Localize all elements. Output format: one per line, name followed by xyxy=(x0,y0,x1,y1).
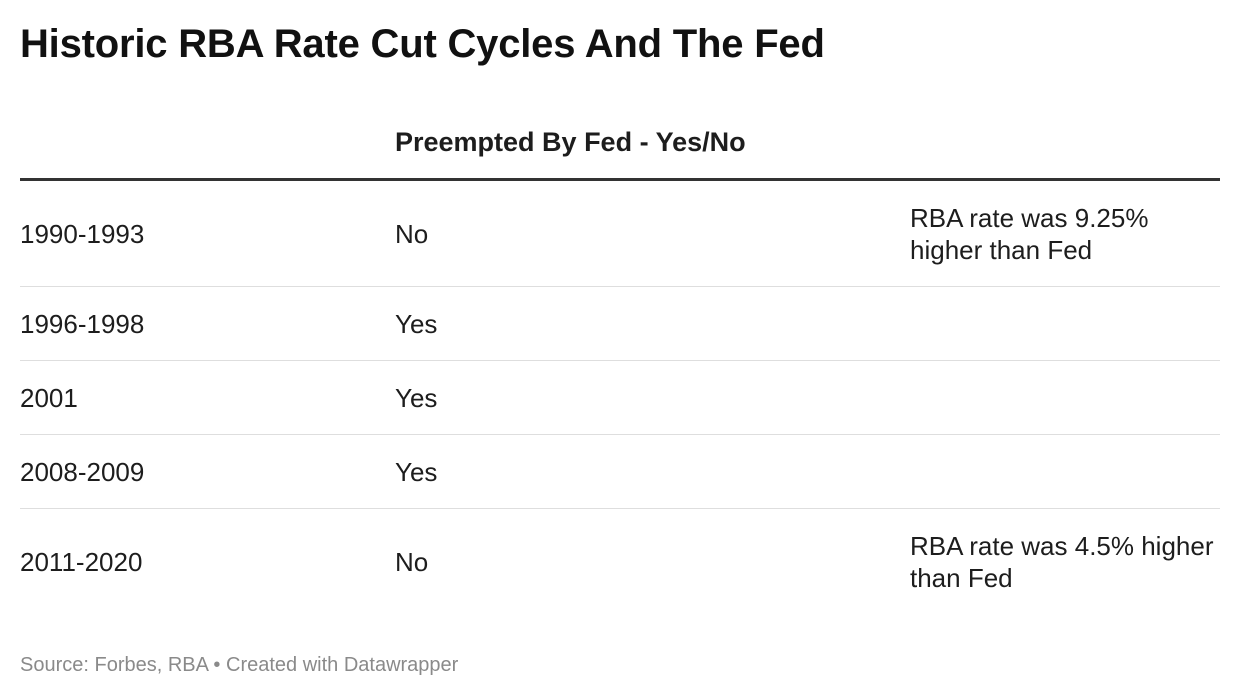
note-cell xyxy=(910,361,1220,434)
data-table: Preempted By Fed - Yes/No 1990-1993 No R… xyxy=(20,110,1220,615)
cycle-cell: 1996-1998 xyxy=(20,308,145,339)
cycle-cell: 2011-2020 xyxy=(20,547,143,577)
note-cell: RBA rate was 4.5% higher than Fed xyxy=(910,531,1214,593)
cycle-cell: 2008-2009 xyxy=(20,456,145,487)
table-header: Preempted By Fed - Yes/No xyxy=(20,110,1220,181)
preempted-cell: Yes xyxy=(395,308,438,339)
note-cell xyxy=(910,435,1220,508)
cycle-cell: 2001 xyxy=(20,382,78,413)
chart-title: Historic RBA Rate Cut Cycles And The Fed xyxy=(20,22,825,66)
source-text: Source: Forbes, RBA xyxy=(20,654,208,676)
table-row: 1990-1993 No RBA rate was 9.25% higher t… xyxy=(20,181,1220,287)
preempted-cell: No xyxy=(395,547,429,577)
table-row: 2001 Yes xyxy=(20,361,1220,435)
preempted-cell: Yes xyxy=(395,382,438,413)
table-row: 2011-2020 No RBA rate was 4.5% higher th… xyxy=(20,509,1220,615)
preempted-cell: Yes xyxy=(395,456,438,487)
note-cell xyxy=(910,287,1220,360)
table-row: 1996-1998 Yes xyxy=(20,287,1220,361)
column-header-2: Preempted By Fed - Yes/No xyxy=(395,127,746,157)
note-cell: RBA rate was 9.25% higher than Fed xyxy=(910,202,1149,265)
created-with-text: Created with Datawrapper xyxy=(226,654,459,676)
preempted-cell: No xyxy=(395,218,429,249)
table-row: 2008-2009 Yes xyxy=(20,435,1220,509)
cycle-cell: 1990-1993 xyxy=(20,218,145,249)
chart-footer: Source: Forbes, RBA • Created with Dataw… xyxy=(20,654,458,677)
footer-separator: • xyxy=(207,654,226,676)
